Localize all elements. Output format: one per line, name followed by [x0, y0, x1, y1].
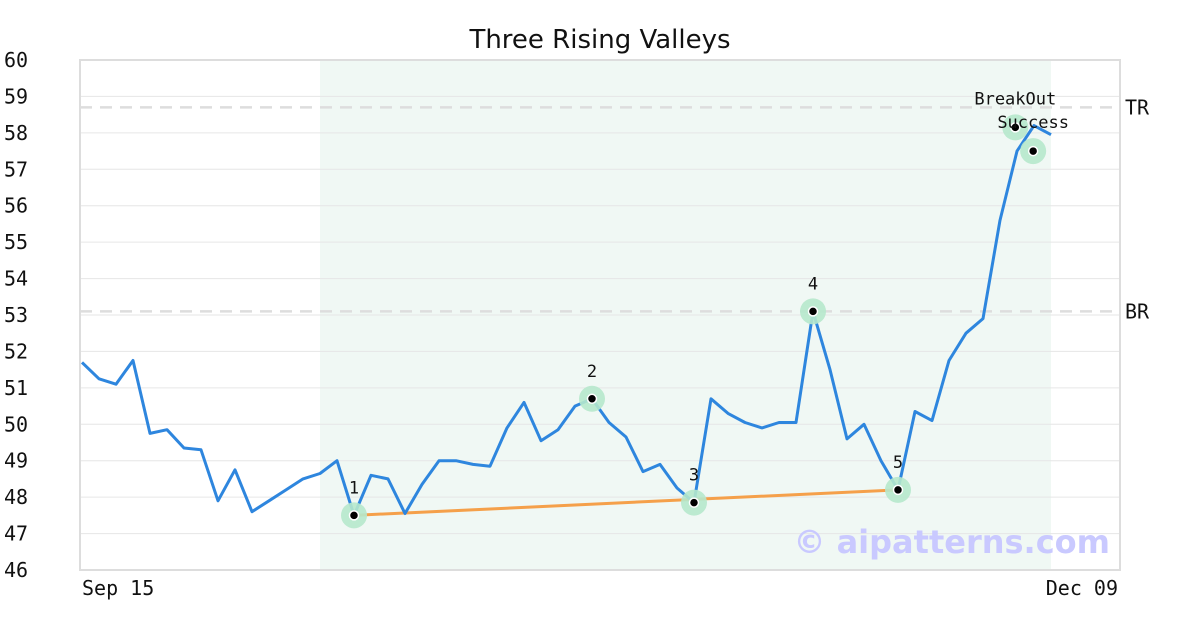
level-lines: TR BR [80, 95, 1150, 323]
y-tick-label: 49 [4, 449, 28, 473]
y-tick-label: 59 [4, 84, 28, 108]
point-dot [807, 306, 819, 317]
point-label: 4 [808, 274, 818, 294]
y-tick-label: 48 [4, 485, 28, 509]
x-tick-label: Sep 15 [82, 576, 154, 600]
point-dot [1010, 122, 1021, 133]
y-tick-label: 56 [4, 194, 28, 218]
point-label: 1 [349, 478, 359, 498]
y-tick-label: 54 [4, 267, 28, 291]
level-label: TR [1125, 95, 1150, 119]
y-axis: 46 47 48 49 50 51 52 53 54 55 56 57 58 59 60 [4, 48, 28, 582]
point-label: 2 [587, 362, 597, 382]
y-tick-label: 55 [4, 230, 28, 254]
point-label: Success [997, 113, 1069, 133]
y-tick-label: 50 [4, 412, 28, 436]
point-label: 3 [689, 466, 699, 486]
point-dot [586, 393, 598, 405]
point-dot [1027, 145, 1039, 157]
y-tick-label: 47 [4, 522, 28, 546]
y-tick-label: 57 [4, 157, 28, 181]
x-axis: Sep 15 Dec 09 [82, 576, 1118, 600]
watermark: © aipatterns.com [793, 523, 1110, 561]
plot-frame [79, 59, 1121, 571]
price-series-line [80, 124, 1052, 517]
point-dot [892, 484, 904, 496]
point-label: BreakOut [974, 89, 1056, 109]
y-tick-label: 53 [4, 303, 28, 327]
x-tick-label: Dec 09 [1046, 576, 1118, 600]
point-dot [688, 497, 700, 508]
y-tick-label: 51 [4, 376, 28, 400]
chart-title: Three Rising Valleys [468, 25, 730, 55]
y-tick-label: 58 [4, 121, 28, 145]
y-tick-label: 52 [4, 339, 28, 363]
trendline [353, 488, 899, 517]
point-dot [348, 510, 360, 521]
y-tick-label: 60 [4, 48, 28, 72]
level-label: BR [1125, 299, 1150, 323]
point-label: 5 [893, 453, 903, 473]
y-tick-label: 46 [4, 558, 28, 582]
marked-points: 1 2 3 4 5 BreakOut Success [341, 89, 1069, 529]
